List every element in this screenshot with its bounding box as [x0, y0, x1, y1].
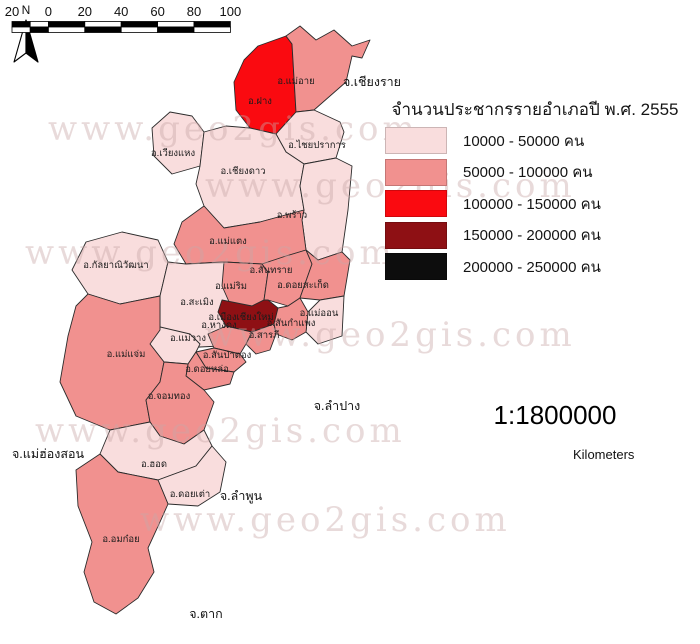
district-chom-thong — [145, 361, 215, 445]
scale-bar-tick-label: 20 — [5, 4, 19, 19]
scale-bar-segment — [11, 26, 31, 33]
watermark-text: www.geo2gis.com — [48, 109, 419, 149]
legend-swatch — [385, 221, 447, 249]
scale-bar-tick-label: 80 — [187, 4, 201, 19]
legend-label: 150000 - 200000 คน — [463, 227, 601, 244]
district-label-saraphi: อ.สารภี — [249, 329, 280, 341]
scale-ratio-text: 1:1800000 — [493, 400, 617, 430]
province-label: จ.ลำปาง — [314, 399, 361, 413]
district-label-hang-dong: อ.หางดง — [201, 320, 236, 331]
north-arrow-label: N — [22, 3, 31, 17]
scale-bar-segment — [84, 21, 122, 28]
province-label: จ.เชียงราย — [343, 75, 401, 89]
legend-item: 10000 - 50000 คน — [385, 127, 601, 154]
district-label-mae-taeng: อ.แม่แตง — [209, 236, 247, 247]
scale-bar-segment — [193, 21, 231, 28]
district-label-doi-tao: อ.ดอยเต่า — [170, 489, 211, 500]
legend-label: 100000 - 150000 คน — [463, 195, 601, 213]
district-label-kanlayaniwatthana: อ.กัลยาณิวัฒนา — [83, 260, 148, 271]
scale-bar-tick-label: 100 — [220, 4, 242, 19]
scale-bar-segment — [48, 26, 86, 33]
watermark-text: www.geo2gis.com — [140, 500, 511, 540]
map-title: จำนวนประชากรรายอำเภอปี พ.ศ. 2555 — [391, 100, 679, 119]
scale-bar-segment — [120, 26, 158, 33]
district-label-mae-wang: อ.แม่วาง — [170, 333, 206, 344]
scale-bar-segment — [48, 21, 86, 28]
scale-bar-tick-label: 60 — [150, 4, 164, 19]
district-omkoi — [75, 453, 169, 615]
district-label-mueang-chiang-mai: อ.เมืองเชียงใหม่ — [208, 311, 273, 323]
scale-bar-segment — [120, 21, 158, 28]
legend-item: 50000 - 100000 คน — [385, 158, 601, 186]
legend-swatch — [385, 158, 447, 186]
scale-bar-segment — [29, 21, 49, 28]
district-label-samoeng: อ.สะเมิง — [180, 297, 213, 308]
scale-bar-segment — [11, 21, 31, 28]
district-label-mae-rim: อ.แม่ริม — [215, 281, 247, 292]
district-label-wiang-haeng: อ.เวียงแหง — [151, 147, 195, 159]
district-label-mae-chaem: อ.แม่แจ่ม — [107, 349, 146, 360]
legend-label: 10000 - 50000 คน — [463, 132, 585, 150]
legend-item: 100000 - 150000 คน — [385, 190, 601, 217]
scale-bar-tick-label: 0 — [45, 4, 52, 19]
legend-label: 200000 - 250000 คน — [463, 258, 601, 276]
district-label-chai-prakan: อ.ไชยปราการ — [288, 139, 346, 151]
district-label-chiang-dao: อ.เชียงดาว — [220, 165, 265, 177]
province-label: จ.ลำพูน — [220, 489, 263, 504]
district-label-phrao: อ.พร้าว — [277, 210, 307, 221]
district-label-doi-saket: อ.ดอยสะเก็ด — [277, 278, 329, 291]
scale-bar-tick-label: 40 — [114, 4, 128, 19]
legend-swatch — [385, 127, 447, 154]
district-label-doi-lo: อ.ดอยหล่อ — [185, 364, 229, 375]
district-label-mae-ai: อ.แม่อาย — [277, 76, 314, 87]
legend: 10000 - 50000 คน 50000 - 100000 คน 100000 … — [385, 127, 601, 285]
legend-swatch — [385, 190, 447, 217]
legend-item: 150000 - 200000 คน — [385, 221, 601, 249]
province-label: จ.แม่ฮ่องสอน — [12, 447, 84, 461]
watermark-text: www.geo2gis.com — [25, 233, 396, 273]
scale-bar-unit-label: Kilometers — [573, 447, 635, 462]
scale-bar: 20 0 20 40 60 80 100 — [5, 4, 242, 33]
scale-bar-segment — [29, 26, 49, 33]
scale-bar-segment — [193, 26, 231, 33]
district-label-omkoi: อ.อมก๋อย — [102, 534, 139, 545]
district-label-mae-on: อ.แม่ออน — [300, 308, 339, 319]
province-label: จ.ตาก — [189, 607, 223, 621]
scale-bar-tick-label: 20 — [78, 4, 92, 19]
district-label-chom-thong: อ.จอมทอง — [148, 391, 191, 402]
watermark-text: www.geo2gis.com — [205, 315, 576, 355]
legend-label: 50000 - 100000 คน — [463, 164, 593, 181]
district-label-san-pa-tong: อ.สันป่าตอง — [203, 350, 252, 361]
watermark-text: www.geo2gis.com — [35, 411, 406, 451]
scale-bar-segment — [84, 26, 122, 33]
district-label-san-sai: อ.สันทราย — [250, 265, 293, 276]
scale-bar-segment — [157, 26, 195, 33]
district-label-hot: อ.ฮอด — [141, 459, 167, 470]
district-label-san-kamphaeng: อ.สันกำแพง — [267, 318, 316, 329]
district-label-fang: อ.ฝาง — [248, 96, 272, 107]
legend-item: 200000 - 250000 คน — [385, 253, 601, 280]
district-doi-tao — [157, 445, 227, 507]
legend-swatch — [385, 253, 447, 280]
scale-bar-segment — [157, 21, 195, 28]
